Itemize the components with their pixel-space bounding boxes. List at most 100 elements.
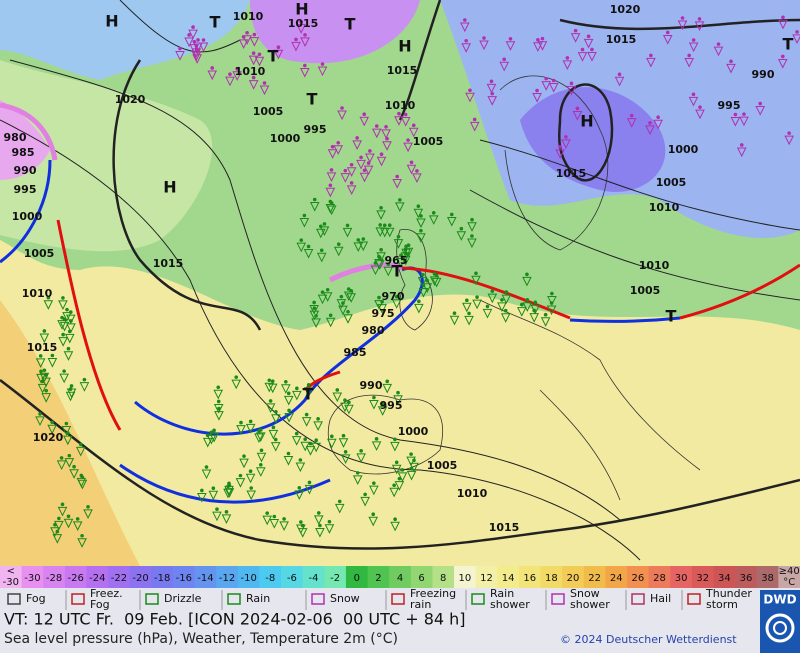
weather-symbol	[294, 37, 298, 42]
scale-cell	[64, 566, 87, 588]
weather-symbol	[416, 204, 421, 208]
legend-label: Rain shower	[490, 587, 530, 611]
isobar	[119, 0, 241, 53]
legend-label: Fog	[26, 592, 46, 605]
weather-symbol	[562, 60, 573, 71]
weather-symbol	[63, 435, 73, 446]
weather-symbol	[340, 454, 351, 464]
weather-symbol	[425, 278, 430, 283]
weather-symbol	[368, 516, 379, 527]
weather-symbol	[379, 206, 383, 210]
weather-symbol	[50, 527, 60, 537]
weather-symbol	[340, 173, 351, 183]
isobar-label: 1005	[413, 135, 444, 148]
weather-symbol	[379, 227, 390, 238]
weather-symbol	[490, 91, 495, 96]
scale-label: -16	[176, 573, 192, 584]
weather-symbol	[396, 390, 400, 395]
weather-symbol	[65, 307, 69, 312]
weather-symbol	[394, 116, 404, 126]
weather-symbol	[372, 395, 376, 400]
weather-symbol	[206, 434, 217, 445]
weather-symbol	[382, 223, 387, 228]
weather-symbol	[394, 481, 405, 491]
scale-cell	[497, 566, 520, 588]
weather-symbol	[432, 272, 437, 276]
weather-symbol	[283, 395, 294, 406]
weather-symbol	[346, 185, 357, 196]
weather-symbol	[312, 306, 317, 310]
weather-symbol	[417, 299, 421, 304]
weather-symbol	[228, 72, 232, 76]
weather-symbol	[420, 272, 425, 277]
weather-symbol	[391, 299, 402, 309]
weather-symbol	[468, 88, 472, 93]
weather-symbol	[328, 199, 333, 204]
weather-symbol	[359, 172, 370, 183]
scale-cell	[216, 566, 239, 588]
weather-symbol	[334, 503, 345, 514]
scale-cell	[129, 566, 152, 588]
isobar	[469, 189, 800, 301]
weather-symbol	[486, 83, 497, 94]
weather-symbol	[555, 149, 565, 159]
scale-cell	[302, 566, 325, 588]
legend-icon	[471, 593, 485, 605]
weather-symbol	[38, 412, 42, 416]
weather-symbol	[428, 215, 439, 225]
scale-cell	[172, 566, 196, 588]
weather-symbol	[386, 262, 391, 267]
isobar-label: 1005	[253, 105, 284, 118]
weather-symbol	[376, 252, 386, 262]
weather-symbol	[42, 329, 47, 333]
weather-symbol	[392, 483, 396, 488]
weather-symbol	[406, 470, 417, 481]
isobar-label: 1010	[649, 201, 680, 214]
weather-symbol	[59, 456, 64, 460]
weather-symbol	[416, 233, 426, 243]
weather-symbol	[86, 505, 90, 509]
isobar-label: 1005	[656, 176, 687, 189]
weather-symbol	[316, 252, 327, 263]
weather-symbol	[665, 30, 670, 35]
weather-symbol	[406, 164, 417, 175]
weather-symbol	[295, 462, 306, 473]
weather-symbol	[343, 398, 347, 402]
weather-symbol	[66, 388, 77, 399]
weather-symbol	[338, 438, 349, 448]
pressure-center: H	[295, 0, 308, 19]
weather-symbol	[209, 430, 214, 435]
weather-symbol	[64, 421, 69, 426]
weather-symbol	[409, 452, 413, 456]
weather-symbol	[245, 30, 249, 35]
weather-symbol	[533, 300, 538, 305]
weather-symbol	[677, 20, 688, 31]
weather-symbol	[303, 33, 307, 37]
scale-cell	[0, 566, 23, 588]
weather-symbol	[792, 34, 800, 45]
weather-symbol	[72, 464, 76, 469]
weather-symbol	[337, 499, 342, 504]
scale-label: -20	[132, 573, 148, 584]
weather-symbol	[382, 383, 393, 394]
weather-symbol	[482, 308, 493, 319]
weather-symbol	[384, 227, 395, 238]
scale-cell	[237, 566, 260, 588]
weather-symbol	[63, 351, 74, 361]
weather-symbol	[300, 68, 310, 78]
weather-symbol	[66, 346, 71, 351]
weather-symbol	[379, 247, 383, 252]
scale-label: -14	[197, 573, 213, 584]
weather-symbol	[35, 416, 45, 427]
weather-symbol	[262, 515, 273, 526]
weather-symbol	[487, 96, 498, 106]
weather-symbol	[231, 379, 242, 390]
weather-symbol	[381, 129, 391, 139]
weather-symbol	[341, 433, 346, 438]
weather-symbol	[44, 388, 48, 393]
weather-symbol	[371, 441, 382, 451]
weather-symbol	[276, 45, 281, 50]
scale-cell	[432, 566, 455, 588]
weather-symbol	[197, 492, 207, 503]
weather-symbol	[349, 162, 354, 167]
